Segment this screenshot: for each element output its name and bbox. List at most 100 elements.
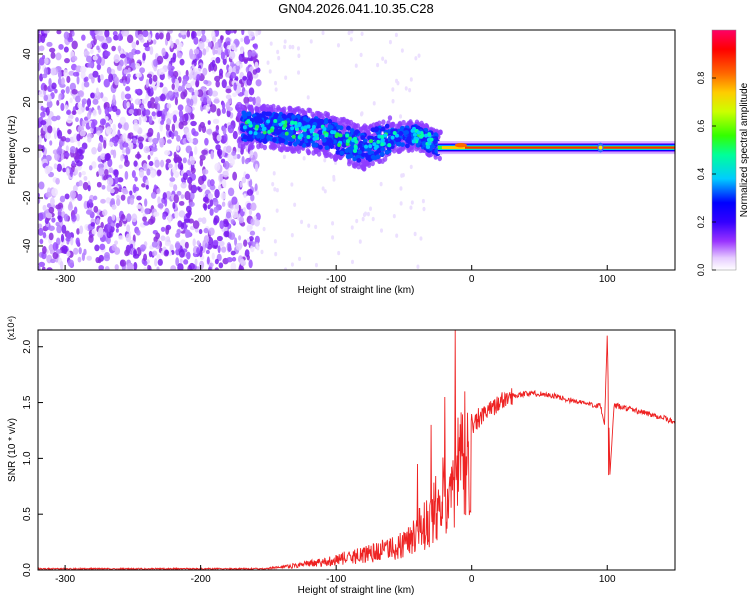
- heatmap-cell: [242, 134, 248, 140]
- y-tick-label: 0.0: [22, 563, 33, 577]
- heatmap-cell: [222, 170, 229, 178]
- heatmap-cell: [116, 216, 120, 222]
- heatmap-cell: [307, 223, 311, 228]
- heatmap-cell: [221, 178, 227, 188]
- heatmap-cell: [110, 149, 115, 155]
- heatmap-cell: [136, 151, 140, 160]
- heatmap-cell: [175, 257, 180, 267]
- heatmap-cell: [75, 213, 80, 222]
- heatmap-cell: [305, 148, 311, 154]
- heatmap-cell: [171, 123, 176, 133]
- heatmap-cell: [237, 110, 243, 117]
- heatmap-cell: [403, 130, 408, 136]
- heatmap-cell: [48, 225, 55, 231]
- heatmap-cell: [332, 139, 338, 145]
- heatmap-cell: [408, 87, 412, 93]
- heatmap-cell: [271, 181, 275, 187]
- heatmap-cell: [174, 171, 180, 178]
- heatmap-cell: [135, 40, 140, 46]
- heatmap-cell: [126, 213, 132, 222]
- heatmap-cell: [275, 188, 279, 193]
- heatmap-cell: [86, 55, 92, 63]
- heatmap-cell: [47, 125, 53, 134]
- heatmap-cell: [353, 144, 358, 149]
- y-tick-label: 0: [22, 147, 33, 153]
- heatmap-cell: [338, 133, 343, 138]
- heatmap-cell: [73, 152, 80, 160]
- heatmap-cell: [38, 45, 45, 52]
- heatmap-cell: [242, 114, 248, 119]
- heatmap-cell: [60, 233, 65, 243]
- heatmap-cell: [179, 258, 183, 264]
- heatmap-cell: [137, 136, 145, 142]
- heatmap-cell: [161, 47, 166, 57]
- heatmap-cell: [409, 205, 413, 210]
- heatmap-cell: [183, 218, 191, 223]
- heatmap-cell: [279, 147, 284, 153]
- heatmap-cell: [66, 232, 72, 240]
- heatmap-cell: [198, 40, 205, 50]
- heatmap-cell: [99, 74, 104, 81]
- heatmap-cell: [146, 73, 153, 79]
- heatmap-cell: [172, 201, 176, 210]
- heatmap-cell: [190, 113, 195, 120]
- heatmap-cell: [180, 182, 187, 189]
- heatmap-cell: [349, 128, 355, 133]
- heatmap-cell: [283, 39, 287, 44]
- heatmap-cell: [114, 76, 120, 86]
- heatmap-cell: [235, 64, 240, 72]
- heatmap-cell: [147, 33, 152, 43]
- x-tick-label: -200: [191, 274, 211, 285]
- heatmap-cell: [63, 31, 70, 40]
- heatmap-cell: [50, 197, 55, 206]
- heatmap-cell: [253, 215, 257, 221]
- heatmap-cell: [86, 98, 92, 108]
- heatmap-cell: [160, 159, 165, 168]
- heatmap-cell: [156, 81, 161, 88]
- heatmap-cell: [251, 241, 257, 247]
- heatmap-cell: [122, 142, 129, 148]
- heatmap-cell: [67, 36, 74, 43]
- heatmap-cell: [178, 200, 185, 206]
- heatmap-cell: [290, 120, 295, 125]
- heatmap-cell: [228, 65, 233, 74]
- heatmap-cell: [38, 30, 41, 34]
- heatmap-cell: [275, 130, 281, 136]
- heatmap-cell: [310, 111, 315, 118]
- heatmap-cell: [126, 101, 130, 108]
- heatmap-cell: [97, 142, 103, 152]
- heatmap-cell: [158, 32, 164, 40]
- heatmap-cell: [190, 80, 196, 86]
- heatmap-cell: [188, 138, 194, 144]
- heatmap-cell: [56, 225, 62, 234]
- heatmap-cell: [226, 41, 231, 46]
- heatmap-cell: [60, 153, 64, 161]
- heatmap-cell: [117, 33, 123, 41]
- heatmap-cell: [98, 167, 105, 177]
- heatmap-cell: [55, 52, 62, 61]
- heatmap-cell: [58, 93, 62, 102]
- heatmap-cell: [166, 139, 172, 144]
- heatmap-cell: [314, 262, 318, 268]
- heatmap-cell: [254, 118, 260, 124]
- heatmap-cell: [244, 158, 249, 165]
- heatmap-cell: [306, 134, 311, 139]
- heatmap-cell: [196, 247, 201, 254]
- heatmap-cell: [51, 217, 56, 223]
- heatmap-cell: [262, 126, 267, 131]
- heatmap-cell: [55, 249, 62, 254]
- heatmap-cell: [161, 113, 166, 123]
- heatmap-cell: [323, 152, 328, 159]
- heatmap-cell: [332, 154, 337, 161]
- heatmap-cell: [198, 124, 202, 133]
- heatmap-cell: [273, 107, 279, 114]
- heatmap-cell: [151, 250, 158, 256]
- y-tick-label: -20: [22, 190, 33, 205]
- heatmap-cell: [119, 259, 127, 267]
- heatmap-cell: [370, 160, 375, 167]
- heatmap-cell: [266, 135, 272, 140]
- heatmap-cell: [73, 247, 79, 255]
- heatmap-cell: [314, 148, 319, 155]
- heatmap-cell: [290, 126, 295, 131]
- heatmap-cell: [186, 106, 192, 113]
